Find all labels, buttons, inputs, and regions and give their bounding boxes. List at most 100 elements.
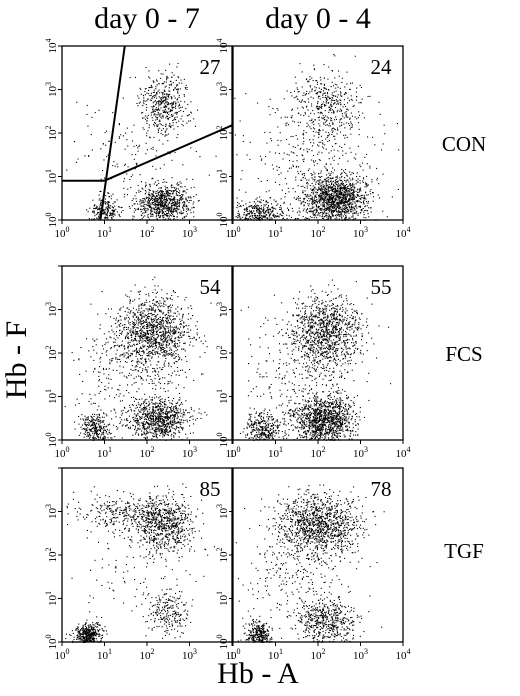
- scatter-point: [174, 198, 176, 200]
- scatter-point: [152, 207, 154, 209]
- scatter-point: [168, 94, 170, 96]
- scatter-point: [155, 103, 157, 105]
- scatter-point: [195, 151, 197, 153]
- scatter-point: [154, 409, 156, 411]
- scatter-point: [161, 201, 163, 203]
- scatter-point: [141, 112, 143, 114]
- scatter-point: [177, 105, 179, 107]
- scatter-point: [94, 427, 96, 429]
- scatter-point: [162, 422, 164, 424]
- scatter-point: [142, 413, 144, 415]
- scatter-point: [297, 171, 299, 173]
- scatter-point: [99, 422, 101, 424]
- scatter-point: [98, 194, 100, 196]
- scatter-point: [320, 91, 322, 93]
- scatter-point: [163, 334, 165, 336]
- scatter-point: [172, 124, 174, 126]
- scatter-point: [342, 115, 344, 117]
- scatter-point: [150, 99, 152, 101]
- scatter-point: [325, 104, 327, 106]
- scatter-point: [262, 209, 264, 211]
- scatter-point: [113, 201, 115, 203]
- scatter-point: [171, 402, 173, 404]
- scatter-point: [332, 123, 334, 125]
- scatter-point: [156, 409, 158, 411]
- scatter-point: [302, 94, 304, 96]
- scatter-point: [185, 84, 187, 86]
- scatter-point: [105, 217, 107, 219]
- scatter-point: [111, 206, 113, 208]
- scatter-point: [331, 182, 333, 184]
- scatter-point: [166, 410, 168, 412]
- scatter-point: [295, 198, 297, 200]
- scatter-point: [330, 109, 332, 111]
- scatter-point: [352, 177, 354, 179]
- scatter-point: [316, 180, 318, 182]
- scatter-point: [181, 115, 183, 117]
- scatter-point: [348, 185, 350, 187]
- scatter-point: [150, 207, 152, 209]
- scatter-point: [363, 199, 365, 201]
- scatter-point: [176, 209, 178, 211]
- scatter-point: [153, 136, 155, 138]
- scatter-point: [342, 197, 344, 199]
- scatter-point: [99, 436, 101, 438]
- scatter-point: [315, 209, 317, 211]
- scatter-point: [314, 178, 316, 180]
- scatter-point: [133, 312, 135, 314]
- scatter-point: [320, 186, 322, 188]
- scatter-point: [83, 428, 85, 430]
- scatter-point: [107, 215, 109, 217]
- scatter-point: [336, 196, 338, 198]
- scatter-point: [169, 423, 171, 425]
- scatter-point: [106, 425, 108, 427]
- scatter-point: [190, 416, 192, 418]
- scatter-point: [115, 416, 117, 418]
- scatter-point: [163, 404, 165, 406]
- scatter-point: [255, 216, 257, 218]
- scatter-point: [344, 194, 346, 196]
- scatter-point: [169, 117, 171, 119]
- scatter-point: [313, 124, 315, 126]
- scatter-point: [251, 211, 253, 213]
- scatter-point: [178, 399, 180, 401]
- scatter-point: [361, 194, 363, 196]
- scatter-point: [363, 211, 365, 213]
- scatter-point: [164, 90, 166, 92]
- scatter-point: [321, 197, 323, 199]
- scatter-point: [258, 218, 260, 220]
- scatter-point: [303, 130, 305, 132]
- scatter-point: [341, 122, 343, 124]
- scatter-point: [323, 193, 325, 195]
- scatter-point: [265, 203, 267, 205]
- scatter-point: [326, 116, 328, 118]
- scatter-point: [334, 143, 336, 145]
- scatter-point: [132, 425, 134, 427]
- scatter-point: [151, 418, 153, 420]
- scatter-point: [180, 415, 182, 417]
- scatter-point: [177, 126, 179, 128]
- scatter-point: [319, 183, 321, 185]
- scatter-point: [334, 197, 336, 199]
- scatter-point: [169, 426, 171, 428]
- scatter-point: [157, 192, 159, 194]
- scatter-point: [158, 100, 160, 102]
- scatter-point: [166, 75, 168, 77]
- scatter-point: [98, 414, 100, 416]
- scatter-point: [365, 183, 367, 185]
- scatter-point: [299, 148, 301, 150]
- scatter-point: [273, 199, 275, 201]
- scatter-point: [163, 204, 165, 206]
- scatter-point: [331, 194, 333, 196]
- scatter-point: [249, 210, 251, 212]
- scatter-point: [344, 212, 346, 214]
- scatter-point: [151, 111, 153, 113]
- scatter-point: [157, 205, 159, 207]
- scatter-point: [327, 181, 329, 183]
- scatter-point: [167, 203, 169, 205]
- scatter-point: [165, 124, 167, 126]
- scatter-point: [176, 194, 178, 196]
- scatter-point: [90, 428, 92, 430]
- scatter-point: [169, 421, 171, 423]
- scatter-point: [264, 217, 266, 219]
